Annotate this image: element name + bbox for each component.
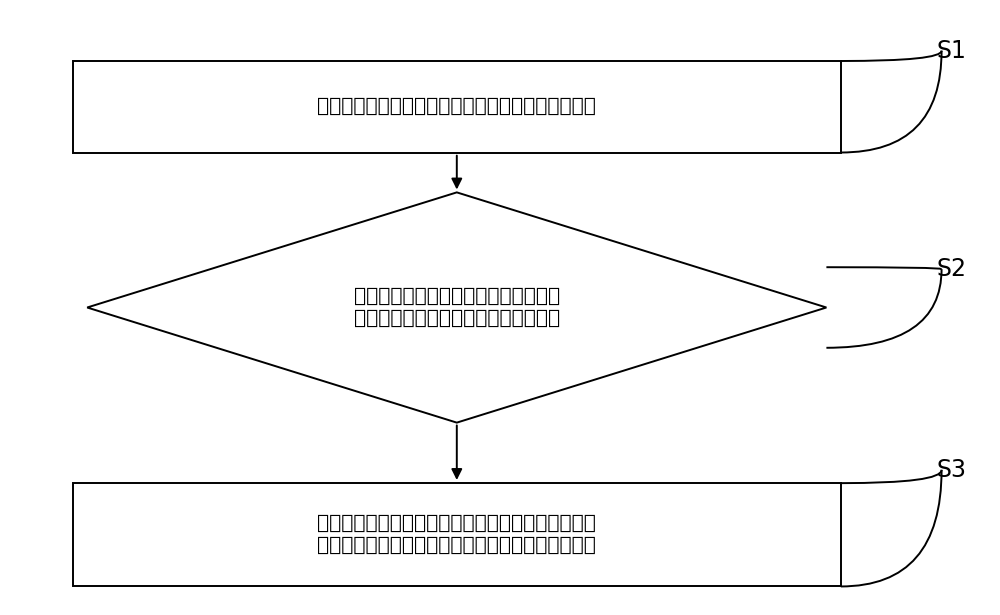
Polygon shape <box>87 192 826 423</box>
Bar <box>73 61 841 153</box>
Text: S2: S2 <box>937 257 967 281</box>
Text: 根据中性点电压，判断在每个预定检测
周期内配电网系统是否发生铁磁谐振：: 根据中性点电压，判断在每个预定检测 周期内配电网系统是否发生铁磁谐振： <box>354 287 560 328</box>
Text: 按照预定检测周期，检测配电网系统的中性点电压；: 按照预定检测周期，检测配电网系统的中性点电压； <box>317 97 596 116</box>
Text: 如果配电网系统发生铁磁谐振，利用有源补偿器输出
控制电压，在经过预定持续时长后，消除铁磁谐振。: 如果配电网系统发生铁磁谐振，利用有源补偿器输出 控制电压，在经过预定持续时长后，… <box>317 514 596 555</box>
Bar <box>73 483 841 587</box>
Text: S1: S1 <box>937 39 967 63</box>
Text: S3: S3 <box>937 458 967 482</box>
